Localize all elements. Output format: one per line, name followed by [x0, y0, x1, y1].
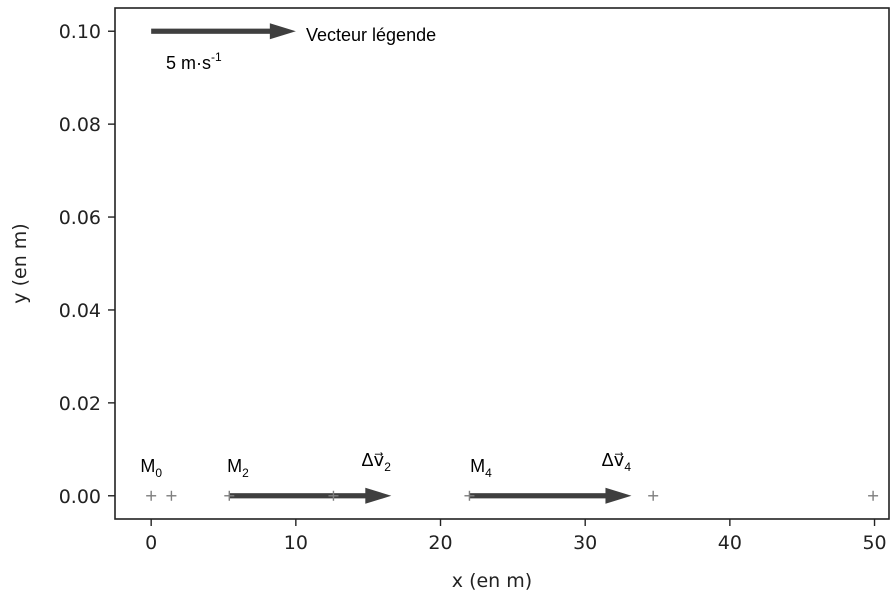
arrow-head: [365, 487, 392, 504]
y-tick-label: 0.02: [59, 393, 101, 415]
y-tick-label: 0.08: [59, 114, 101, 136]
y-tick-label: 0.00: [59, 486, 101, 508]
y-tick-label: 0.04: [59, 300, 101, 322]
vector-arrow-delta-v4: [469, 487, 632, 504]
y-tick-label: 0.10: [59, 21, 101, 43]
plot-frame: [114, 7, 890, 520]
data-point: [464, 490, 475, 501]
arrow-shaft: [229, 493, 367, 499]
arrow-head: [269, 23, 296, 40]
vector-label-dv2: Δv⃗2: [362, 450, 392, 474]
point-label-M2: M2: [227, 456, 249, 480]
legend-vector-label: Vecteur légende: [306, 25, 436, 45]
x-tick-label: 0: [145, 532, 157, 554]
x-tick-label: 30: [573, 532, 597, 554]
data-point: [328, 490, 339, 501]
axes: 0 10 20 30 40 50 0.00 0.02 0.04 0.06 0.08 0.10 x (en…: [9, 7, 890, 592]
arrow-head: [605, 487, 632, 504]
data-point: [868, 490, 879, 501]
vector-arrow-delta-v2: [229, 487, 392, 504]
point-label-M4: M4: [470, 456, 492, 480]
data-point: [224, 490, 235, 501]
y-tick-label: 0.06: [59, 207, 101, 229]
x-tick-label: 10: [284, 532, 308, 554]
legend-vector-value: 5 m·s-1: [166, 50, 222, 73]
x-tick-label: 40: [718, 532, 742, 554]
vector-arrow-legend-vector: [151, 23, 296, 40]
x-tick-label: 50: [862, 532, 886, 554]
y-axis-label: y (en m): [9, 223, 31, 303]
x-tick-label: 20: [428, 532, 452, 554]
annotations: M0 M2 M4 Δv⃗2 Δv⃗4 Vecteur légende 5 m·s-1: [140, 25, 631, 480]
arrow-shaft: [469, 493, 607, 499]
marks: [146, 23, 879, 504]
x-axis-label: x (en m): [452, 570, 532, 592]
arrow-shaft: [151, 28, 271, 34]
data-point: [146, 490, 157, 501]
data-point: [648, 490, 659, 501]
vector-label-dv4: Δv⃗4: [602, 450, 632, 474]
data-point: [166, 490, 177, 501]
point-label-M0: M0: [140, 456, 162, 480]
